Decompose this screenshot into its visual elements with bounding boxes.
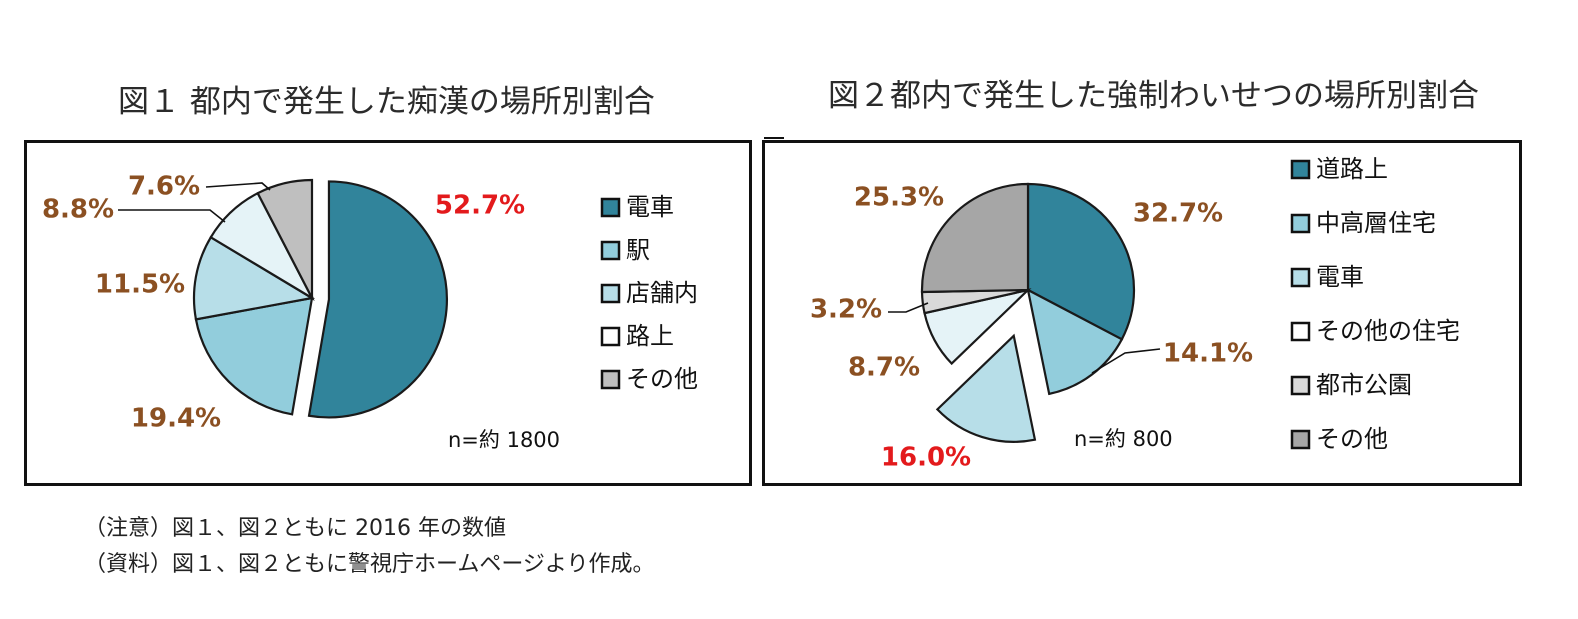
chart2-legend-swatch-2	[1290, 267, 1311, 288]
chart1-slice-2	[192, 235, 316, 321]
chart2-legend-swatch-1	[1290, 213, 1311, 234]
chart2-slice-0	[1026, 182, 1136, 341]
chart1-legend-swatch-0	[600, 197, 621, 218]
chart2-data-label-4: 3.2%	[810, 295, 882, 325]
chart1-slice-1	[194, 296, 314, 416]
chart2-legend-label-0: 道路上	[1316, 155, 1388, 183]
chart2-legend-label-4: 都市公園	[1316, 371, 1412, 399]
chart1-legend-swatch-4	[600, 369, 621, 390]
chart1-sample-size: n=約 1800	[448, 428, 560, 452]
chart1-leader-line-3	[118, 209, 226, 223]
note-caution: （注意）図１、図２ともに 2016 年の数値	[84, 516, 506, 541]
chart2-title: 図２都内で発生した強制わいせつの場所別割合	[828, 78, 1479, 114]
chart2-legend-swatch-4	[1290, 375, 1311, 396]
chart2-legend-label-3: その他の住宅	[1316, 317, 1460, 345]
chart2-data-label-1: 14.1%	[1163, 339, 1253, 369]
chart1-legend-label-4: その他	[626, 365, 698, 393]
chart2-legend-label-2: 電車	[1316, 263, 1364, 291]
chart2-data-label-0: 32.7%	[1133, 199, 1223, 229]
chart2-legend-label-5: その他	[1316, 425, 1388, 453]
chart1-data-label-2: 11.5%	[95, 270, 185, 300]
chart2-legend-swatch-0	[1290, 159, 1311, 180]
chart1-data-label-0: 52.7%	[435, 191, 525, 221]
chart1-legend-label-1: 駅	[626, 236, 650, 264]
chart1-data-label-4: 7.6%	[128, 172, 200, 202]
chart1-legend-label-0: 電車	[626, 193, 674, 221]
chart1-frame	[24, 140, 752, 486]
chart1-title: 図１ 都内で発生した痴漢の場所別割合	[118, 84, 655, 120]
chart2-frame	[762, 140, 1522, 486]
chart2-leader-line-1	[1091, 348, 1161, 374]
chart1-legend-swatch-2	[600, 283, 621, 304]
chart2-legend-swatch-5	[1290, 429, 1311, 450]
chart2-data-label-5: 25.3%	[854, 183, 944, 213]
chart2-data-label-3: 8.7%	[848, 353, 920, 383]
chart1-data-label-1: 19.4%	[131, 404, 221, 434]
chart2-slice-5	[920, 182, 1030, 294]
chart1-leader-line-4	[205, 182, 271, 191]
chart1-legend-swatch-3	[600, 326, 621, 347]
chart2-slice-2	[935, 333, 1037, 443]
chart2-sample-size: n=約 800	[1074, 427, 1173, 451]
note-source: （資料）図１、図２ともに警視庁ホームページより作成。	[84, 552, 655, 577]
chart2-legend-label-1: 中高層住宅	[1316, 209, 1436, 237]
chart2-data-label-2: 16.0%	[881, 443, 971, 473]
chart1-slice-4	[256, 178, 314, 299]
chart1-legend-label-3: 路上	[626, 322, 674, 350]
chart2-legend-swatch-3	[1290, 321, 1311, 342]
chart1-data-label-3: 8.8%	[42, 195, 114, 225]
chart2-slice-1	[1026, 287, 1124, 396]
chart1-slice-0	[307, 180, 449, 419]
chart1-legend-swatch-1	[600, 240, 621, 261]
chart1-legend-label-2: 店舗内	[626, 279, 698, 307]
chart2-leader-line-4	[888, 302, 929, 313]
